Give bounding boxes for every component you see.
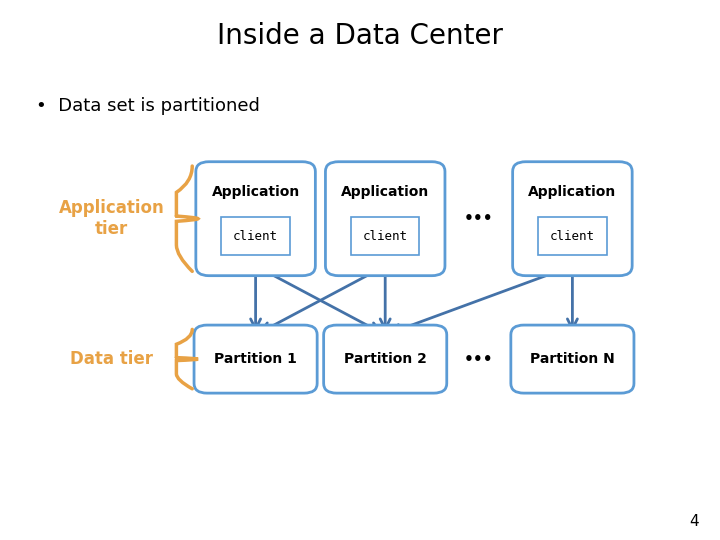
Text: Application: Application bbox=[341, 185, 429, 199]
Text: client: client bbox=[550, 230, 595, 243]
Text: •••: ••• bbox=[464, 352, 494, 367]
FancyBboxPatch shape bbox=[194, 325, 318, 393]
Text: Application: Application bbox=[212, 185, 300, 199]
Text: 4: 4 bbox=[689, 514, 698, 529]
FancyBboxPatch shape bbox=[196, 162, 315, 275]
Text: Application
tier: Application tier bbox=[59, 199, 164, 238]
Text: Partition 2: Partition 2 bbox=[343, 352, 427, 366]
Text: Partition 1: Partition 1 bbox=[214, 352, 297, 366]
Text: Partition N: Partition N bbox=[530, 352, 615, 366]
FancyBboxPatch shape bbox=[325, 162, 445, 275]
Text: client: client bbox=[233, 230, 278, 243]
FancyBboxPatch shape bbox=[222, 217, 289, 255]
FancyBboxPatch shape bbox=[513, 162, 632, 275]
FancyBboxPatch shape bbox=[511, 325, 634, 393]
FancyBboxPatch shape bbox=[539, 217, 606, 255]
FancyBboxPatch shape bbox=[351, 217, 419, 255]
Text: Inside a Data Center: Inside a Data Center bbox=[217, 22, 503, 50]
Text: •••: ••• bbox=[464, 211, 494, 226]
Text: Application: Application bbox=[528, 185, 616, 199]
FancyBboxPatch shape bbox=[324, 325, 446, 393]
Text: Data tier: Data tier bbox=[70, 350, 153, 368]
Text: client: client bbox=[363, 230, 408, 243]
Text: •  Data set is partitioned: • Data set is partitioned bbox=[36, 97, 260, 115]
